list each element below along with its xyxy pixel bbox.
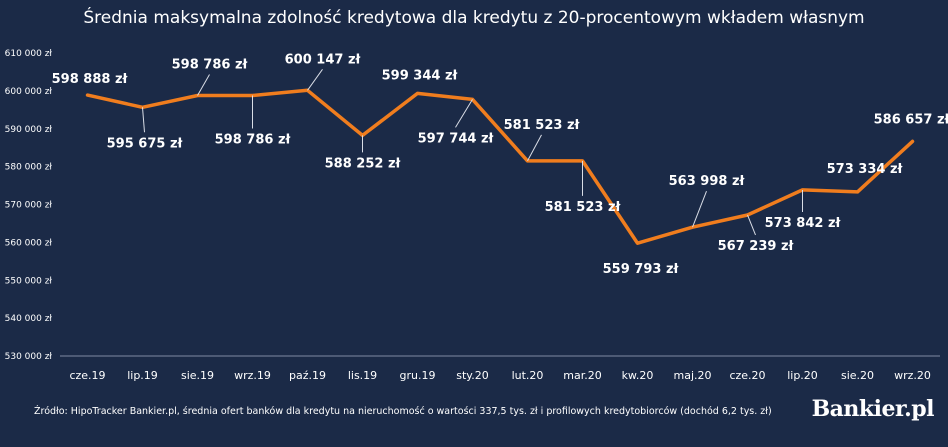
data-label: 581 523 zł	[545, 200, 622, 215]
data-label-leader	[692, 191, 707, 228]
data-label: 597 744 zł	[418, 131, 495, 146]
x-tick-label: cze.19	[69, 369, 105, 382]
data-label: 588 252 zł	[325, 156, 402, 171]
data-label: 573 334 zł	[827, 162, 904, 177]
source-note: Źródło: HipoTracker Bankier.pl, średnia …	[34, 406, 772, 417]
data-label: 573 842 zł	[765, 216, 842, 231]
data-label-leader	[747, 214, 756, 236]
y-tick-label: 550 000 zł	[5, 276, 53, 286]
data-label: 598 786 zł	[215, 132, 292, 147]
y-tick-label: 570 000 zł	[5, 201, 53, 211]
x-tick-label: cze.20	[729, 369, 765, 382]
data-label: 559 793 zł	[603, 262, 680, 277]
x-tick-label: paź.19	[289, 369, 326, 382]
data-label-leader	[527, 134, 542, 162]
x-tick-label: gru.19	[400, 369, 436, 382]
data-label: 567 239 zł	[718, 239, 795, 254]
data-label: 581 523 zł	[504, 118, 581, 133]
data-label: 599 344 zł	[382, 68, 459, 83]
x-tick-label: sie.20	[841, 369, 874, 382]
y-tick-label: 580 000 zł	[5, 163, 53, 173]
data-label: 598 786 zł	[172, 57, 249, 72]
data-label: 600 147 zł	[285, 52, 362, 67]
x-tick-label: kw.20	[622, 369, 654, 382]
y-tick-label: 540 000 zł	[5, 314, 53, 324]
data-label-leader	[455, 99, 473, 128]
x-tick-label: lip.20	[787, 369, 818, 382]
x-tick-label: wrz.19	[234, 369, 271, 382]
y-tick-label: 590 000 zł	[5, 125, 53, 135]
data-label-leader	[142, 107, 145, 133]
x-tick-label: sty.20	[456, 369, 488, 382]
x-tick-label: maj.20	[673, 369, 711, 382]
x-tick-label: sie.19	[181, 369, 214, 382]
x-tick-label: mar.20	[563, 369, 601, 382]
y-tick-label: 610 000 zł	[5, 49, 53, 59]
series-line	[85, 88, 915, 245]
x-tick-label: lis.19	[348, 369, 377, 382]
bankier-logo: Bankier.pl	[811, 396, 935, 422]
chart-title: Średnia maksymalna zdolność kredytowa dl…	[83, 8, 865, 28]
y-tick-label: 600 000 zł	[5, 87, 53, 97]
x-tick-label: lip.19	[127, 369, 158, 382]
data-label: 563 998 zł	[669, 174, 746, 189]
x-tick-label: lut.20	[512, 369, 544, 382]
y-tick-label: 530 000 zł	[5, 352, 53, 362]
data-label-leader	[307, 69, 323, 91]
x-tick-label: wrz.20	[894, 369, 931, 382]
y-tick-label: 560 000 zł	[5, 238, 53, 248]
data-label: 586 657 zł	[874, 112, 948, 127]
data-label-leader	[197, 74, 210, 96]
data-label: 598 888 zł	[52, 72, 129, 87]
data-label: 595 675 zł	[107, 136, 184, 151]
